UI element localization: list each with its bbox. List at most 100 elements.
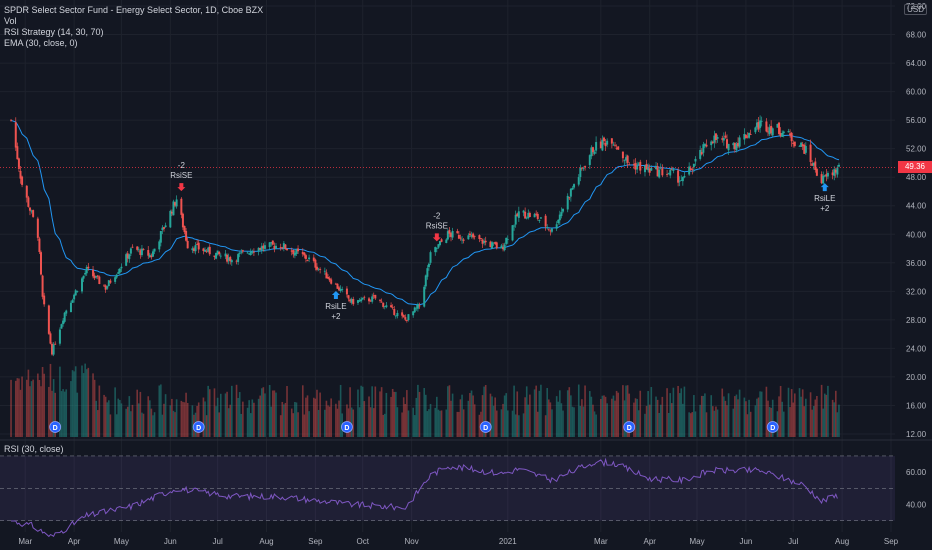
chart-title[interactable]: SPDR Select Sector Fund - Energy Select … <box>4 5 264 15</box>
candle <box>457 231 460 240</box>
candle-body <box>85 266 88 274</box>
candle-body <box>424 275 427 287</box>
candle-body <box>714 133 717 140</box>
volume-bar <box>811 409 813 437</box>
candle-body <box>274 245 277 249</box>
candle <box>732 141 735 150</box>
candle <box>402 314 405 318</box>
volume-bar <box>172 410 175 437</box>
candle <box>555 221 558 232</box>
time-axis-label: Apr <box>643 537 656 546</box>
legend-rsi-strategy[interactable]: RSI Strategy (14, 30, 70) <box>4 27 104 37</box>
volume-bar <box>63 391 66 437</box>
candle-body <box>131 246 134 248</box>
volume-bar <box>125 408 127 437</box>
candle-body <box>41 275 44 297</box>
rsi-title[interactable]: RSI (30, close) <box>4 444 64 454</box>
volume-bar <box>19 389 22 437</box>
candle <box>290 247 293 256</box>
candle-body <box>527 212 530 219</box>
candle-body <box>383 306 386 308</box>
candle <box>380 298 383 303</box>
volume-bar <box>469 393 471 437</box>
candle-body <box>216 250 219 255</box>
dividend-icon <box>192 421 205 433</box>
volume-bar <box>235 384 238 437</box>
legend-volume[interactable]: Vol <box>4 16 17 26</box>
volume-bar <box>803 406 806 437</box>
dividend-icon <box>479 421 492 433</box>
candle <box>274 242 277 250</box>
candle-body <box>341 289 344 290</box>
volume-bar <box>295 402 298 437</box>
volume-bar <box>428 409 430 437</box>
candle-body <box>517 211 520 218</box>
volume-bar <box>798 388 801 437</box>
candle-body <box>96 275 99 277</box>
candle <box>181 212 184 231</box>
candle-body <box>129 248 132 254</box>
candle <box>573 183 576 190</box>
candle <box>467 233 470 240</box>
candle-body <box>811 163 814 166</box>
volume-bar <box>500 409 503 437</box>
candle-body <box>481 239 484 244</box>
candle <box>446 228 449 241</box>
candle-body <box>547 228 550 230</box>
candle <box>560 207 563 219</box>
candle-body <box>809 144 812 162</box>
signal-rsise: RsiSE-2 <box>426 211 448 242</box>
candle <box>185 228 188 242</box>
volume-bar <box>625 385 627 437</box>
candle <box>197 239 200 254</box>
candle <box>281 246 284 250</box>
volume-bar <box>98 385 101 437</box>
candle <box>96 274 99 280</box>
volume-bar <box>637 410 640 437</box>
candle-body <box>117 272 120 274</box>
candle <box>528 211 531 218</box>
volume-bar <box>51 390 53 437</box>
candle-body <box>270 242 273 244</box>
candle <box>781 130 784 137</box>
candle-body <box>402 315 405 318</box>
volume-bar <box>380 387 383 437</box>
candle <box>251 249 254 255</box>
candle-body <box>661 168 664 176</box>
candle <box>330 277 333 285</box>
candle-body <box>681 177 684 182</box>
candle-body <box>194 245 197 252</box>
candle <box>711 140 714 144</box>
volume-bar <box>160 384 162 437</box>
candle <box>106 285 109 290</box>
candle <box>700 148 703 156</box>
legend-ema[interactable]: EMA (30, close, 0) <box>4 38 78 48</box>
candle-body <box>363 296 366 298</box>
candle <box>368 296 371 305</box>
candle-body <box>513 225 516 227</box>
candle-body <box>413 307 416 313</box>
candle <box>339 285 342 293</box>
volume-bar <box>683 386 686 437</box>
volume-bar <box>633 402 635 437</box>
volume-bar <box>180 400 183 437</box>
candle <box>292 249 295 258</box>
candle <box>382 302 385 309</box>
candle-body <box>52 344 55 355</box>
candle <box>192 246 195 254</box>
candle <box>733 142 736 153</box>
candle-body <box>393 308 396 315</box>
candle <box>527 209 530 220</box>
signal-rsise: RsiSE-2 <box>170 161 192 192</box>
candle-body <box>558 214 561 221</box>
volume-bar <box>677 385 679 437</box>
candle <box>286 248 289 252</box>
candle <box>98 275 101 285</box>
currency-badge[interactable]: USD <box>904 4 927 15</box>
candle <box>252 248 255 257</box>
volume-bar <box>794 393 796 437</box>
volume-bar <box>801 389 804 437</box>
time-axis-label: Sep <box>308 537 323 546</box>
candle <box>801 141 804 151</box>
